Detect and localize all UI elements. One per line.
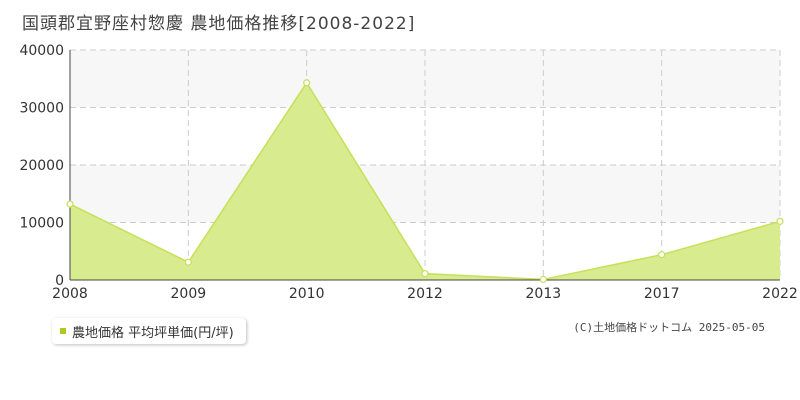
copyright-credit: (C)土地価格ドットコム 2025-05-05 <box>573 321 765 334</box>
x-tick-label: 2009 <box>171 286 207 302</box>
data-point <box>539 275 547 284</box>
data-point <box>184 258 192 266</box>
legend: 農地価格 平均坪単価(円/坪) <box>52 318 246 344</box>
x-tick-label: 2013 <box>526 286 562 302</box>
y-tick-label: 30000 <box>19 101 64 117</box>
data-point <box>421 270 429 278</box>
chart-title: 国頭郡宜野座村惣慶 農地価格推移[2008-2022] <box>22 14 416 34</box>
data-point <box>303 79 311 87</box>
x-tick-label: 2008 <box>52 286 88 302</box>
data-point <box>658 251 666 259</box>
x-tick-label: 2012 <box>407 286 443 302</box>
background-band <box>70 50 780 108</box>
y-tick-label: 10000 <box>19 216 64 232</box>
axes <box>69 50 780 281</box>
x-tick-label: 2010 <box>289 286 325 302</box>
legend-label: 農地価格 平均坪単価(円/坪) <box>72 325 234 341</box>
y-tick-labels: 0 10000 20000 30000 40000 <box>19 43 64 289</box>
area-fill <box>70 82 780 281</box>
x-tick-labels: 2008 2009 2010 2012 2013 2017 2022 <box>52 286 798 302</box>
y-tick-label: 0 <box>55 273 64 289</box>
data-point <box>776 217 784 225</box>
x-tick-label: 2022 <box>762 286 798 302</box>
y-tick-label: 40000 <box>19 43 64 59</box>
x-tick-label: 2017 <box>644 286 680 302</box>
y-tick-label: 20000 <box>19 158 64 174</box>
legend-swatch <box>60 328 66 334</box>
data-point <box>66 200 74 208</box>
data-points <box>66 79 784 284</box>
